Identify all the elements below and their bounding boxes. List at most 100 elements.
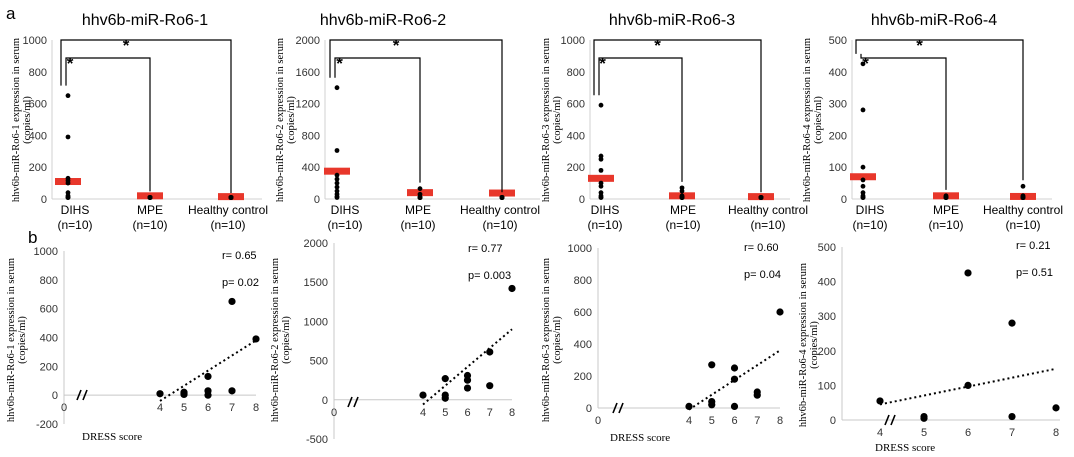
mean-bar — [324, 167, 350, 175]
y-axis-label: hhv6b-miR-Ro6-2 expression in serum — [275, 38, 286, 202]
x-tick-label: 6 — [965, 427, 971, 439]
chart-a1: hhv6b-miR-Ro6-1 hhv6b-miR-Ro6-1 expressi… — [11, 12, 268, 232]
data-point — [1052, 404, 1060, 412]
data-point — [679, 188, 685, 194]
y-tick-label: 400 — [574, 339, 592, 351]
x-tick-label: 5 — [709, 415, 715, 427]
data-point — [147, 195, 153, 200]
trend-line — [688, 349, 781, 411]
data-point — [486, 382, 494, 390]
y-tick-label: 800 — [302, 130, 320, 142]
mean-bar — [588, 174, 614, 182]
data-point — [65, 134, 71, 140]
data-point — [1008, 319, 1016, 327]
chart-title: hhv6b-miR-Ro6-1 — [82, 12, 208, 29]
data-point — [417, 186, 423, 192]
n-label: (n=10) — [1005, 218, 1040, 232]
significance-star: * — [599, 54, 606, 73]
y-axis-label-unit: (copies/ml) — [552, 96, 563, 144]
y-tick-label: 1200 — [296, 99, 320, 111]
n-label: (n=10) — [327, 218, 362, 232]
y-tick-label: 500 — [818, 242, 836, 254]
x-tick-label: 7 — [1009, 427, 1015, 439]
r-value: r= 0.65 — [222, 250, 257, 262]
data-point — [204, 391, 212, 399]
data-point — [508, 284, 516, 293]
x-tick-label: 8 — [777, 415, 783, 427]
data-point — [598, 102, 604, 108]
y-axis-label-unit: (copies/ml) — [17, 316, 28, 364]
category-label: MPE — [933, 203, 959, 217]
mean-bar — [850, 173, 876, 181]
category-label: MPE — [670, 203, 696, 217]
y-tick-label: 100 — [818, 380, 836, 392]
data-point — [730, 402, 739, 410]
significance-bracket — [593, 39, 762, 193]
y-axis-label: hhv6b-miR-Ro6-3 expression in serum — [541, 38, 552, 202]
chart-b1: hhv6b-miR-Ro6-1 expression in serum (cop… — [6, 246, 260, 443]
data-point — [598, 195, 604, 200]
significance-star: * — [393, 36, 400, 55]
data-point — [679, 195, 685, 200]
y-tick-label: 1000 — [304, 316, 328, 328]
n-label: (n=10) — [587, 218, 622, 232]
significance-bracket — [860, 53, 947, 190]
data-point — [598, 183, 604, 189]
data-point — [860, 164, 866, 170]
data-point — [876, 397, 884, 405]
data-point — [1008, 412, 1016, 421]
y-tick-label: 600 — [574, 307, 592, 319]
data-point — [499, 195, 505, 200]
n-label: (n=10) — [132, 218, 167, 232]
n-label: (n=10) — [482, 218, 517, 232]
data-point — [753, 391, 761, 399]
data-point — [463, 384, 472, 392]
y-tick-label: 0 — [322, 395, 328, 407]
y-tick-label: 0 — [841, 194, 847, 206]
chart-b4: hhv6b-miR-Ro6-4 expression in serum (cop… — [798, 240, 1060, 454]
significance-star: * — [862, 54, 869, 73]
x-tick-label: 0 — [595, 415, 601, 427]
y-tick-label: 200 — [40, 361, 58, 373]
y-axis-label: hhv6b-miR-Ro6-2 expression in serum — [270, 258, 281, 422]
y-tick-label: 0 — [586, 403, 592, 415]
y-tick-label: 800 — [29, 67, 47, 79]
y-tick-label: -200 — [36, 419, 58, 431]
data-point — [228, 387, 236, 395]
trend-line — [422, 328, 513, 406]
y-tick-label: 600 — [40, 304, 58, 316]
y-tick-label: 200 — [818, 346, 836, 358]
y-tick-label: 200 — [567, 162, 585, 174]
axis-break-mark — [347, 396, 353, 408]
data-point — [860, 61, 866, 67]
y-tick-label: 200 — [829, 130, 847, 142]
chart-title: hhv6b-miR-Ro6-2 — [320, 12, 446, 29]
x-tick-label: 4 — [877, 427, 883, 439]
category-label: Healthy control — [460, 203, 540, 217]
y-tick-label: 400 — [302, 162, 320, 174]
x-tick-label: 6 — [464, 407, 470, 419]
data-point — [334, 85, 340, 91]
y-axis-label: hhv6b-miR-Ro6-1 expression in serum — [6, 258, 17, 422]
r-value: r= 0.77 — [468, 243, 503, 255]
data-point — [334, 176, 340, 182]
x-tick-label: 4 — [157, 402, 163, 414]
data-point — [334, 172, 340, 178]
y-tick-label: -500 — [306, 434, 328, 446]
data-point — [730, 375, 739, 383]
chart-title: hhv6b-miR-Ro6-4 — [871, 12, 997, 29]
significance-star: * — [67, 54, 74, 73]
category-label: MPE — [405, 203, 431, 217]
panel-label-b: b — [28, 228, 37, 247]
x-axis-label: DRESS score — [610, 432, 670, 444]
data-point — [964, 381, 972, 389]
significance-bracket — [334, 57, 421, 183]
y-tick-label: 800 — [574, 275, 592, 287]
data-point — [463, 376, 472, 384]
y-tick-label: 2000 — [296, 35, 320, 47]
data-point — [334, 184, 340, 190]
data-point — [708, 401, 716, 409]
data-point — [730, 364, 739, 372]
y-tick-label: 300 — [818, 311, 836, 323]
